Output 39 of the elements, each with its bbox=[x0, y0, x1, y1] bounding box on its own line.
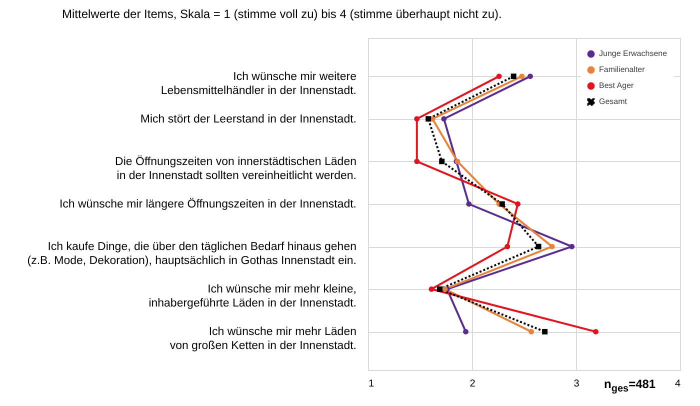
point bbox=[536, 244, 542, 250]
x-tick-label: 3 bbox=[574, 378, 580, 390]
point bbox=[542, 328, 548, 334]
y-tick-label: Ich wünsche mir längere Öffnungszeiten in der Innenstadt. bbox=[59, 198, 356, 210]
chart-title: Mittelwerte der Items, Skala = 1 (stimme voll zu) bis 4 (stimme überhaupt nicht zu). bbox=[62, 7, 502, 21]
y-tick-label: Ich wünsche mir mehr Läden von großen Ketten in der Innenstadt. bbox=[170, 326, 356, 352]
x-tick-label: 4 bbox=[674, 378, 681, 390]
legend-label: Familienalter bbox=[599, 65, 646, 74]
y-tick-label: Die Öffnungszeiten von innerstädtischen Läden in der Innenstadt sollten vereinheitlicht werden. bbox=[115, 154, 356, 182]
legend-label: Gesamt bbox=[599, 97, 628, 106]
point bbox=[414, 158, 420, 164]
point bbox=[528, 74, 533, 80]
text: n$_{ges}$=481 bbox=[604, 377, 656, 394]
point bbox=[496, 74, 502, 80]
y-tick-label: Mich stört der Leerstand in der Innenstadt. bbox=[140, 113, 356, 126]
legend-label: Best Ager bbox=[599, 81, 634, 90]
point bbox=[593, 328, 598, 334]
point bbox=[463, 328, 468, 334]
point bbox=[426, 116, 432, 122]
point bbox=[504, 244, 510, 250]
point bbox=[466, 201, 472, 207]
y-tick-label: Ich wünsche mir weitere Lebensmittelhändler in der Innenstadt. bbox=[160, 70, 356, 97]
x-tick-label: 1 bbox=[368, 378, 374, 390]
point bbox=[441, 116, 447, 122]
point bbox=[549, 244, 555, 250]
y-tick-label: Ich kaufe Dinge, die über den täglichen Bedarf hinaus gehen (z.B. Mode, Dekoration), hauptsächlich in Gothas Innenstadt ein. bbox=[27, 241, 356, 268]
point bbox=[414, 116, 420, 122]
point bbox=[510, 74, 516, 80]
point bbox=[519, 74, 525, 80]
y-tick-label: Ich wünsche mir mehr kleine, inhabergeführte Läden in der Innenstadt. bbox=[148, 284, 356, 310]
x-tick-label: 2 bbox=[470, 378, 476, 390]
point bbox=[439, 158, 445, 164]
point bbox=[437, 286, 442, 292]
legend-label: Junge Erwachsene bbox=[599, 49, 668, 58]
point bbox=[528, 328, 534, 334]
point bbox=[569, 244, 575, 250]
point bbox=[515, 201, 520, 207]
point bbox=[499, 201, 505, 207]
point bbox=[428, 286, 434, 292]
